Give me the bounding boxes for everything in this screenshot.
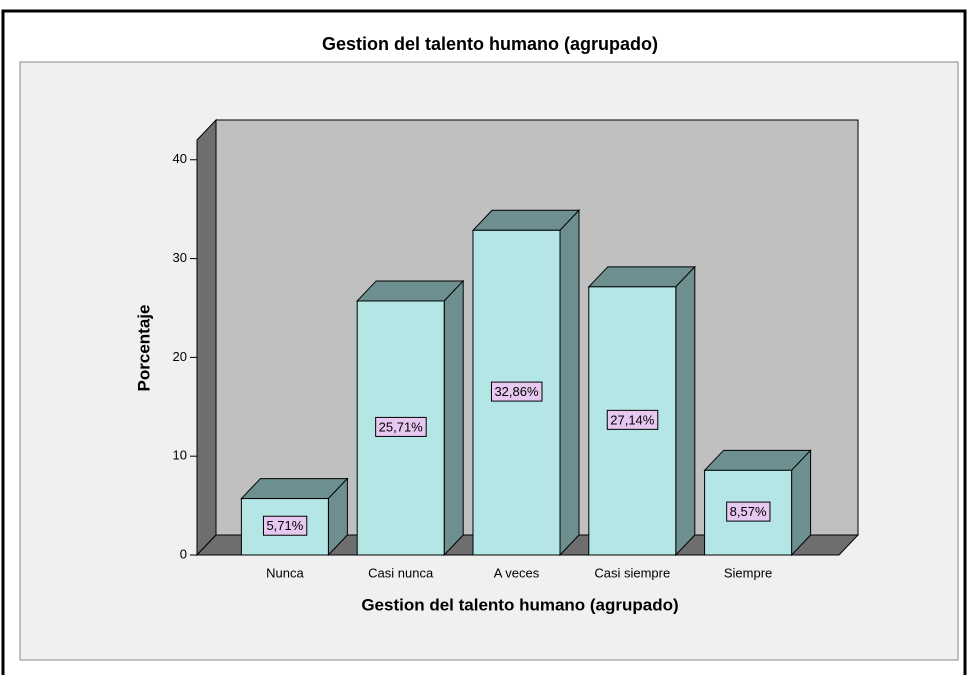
value-label: 5,71% xyxy=(266,518,303,533)
value-label-box xyxy=(726,501,771,522)
x-tick-label: Casi siempre xyxy=(594,565,670,580)
y-tick-label: 30 xyxy=(173,250,187,265)
value-label-box xyxy=(375,416,427,437)
value-label-box xyxy=(606,409,659,430)
y-tick-label: 40 xyxy=(173,151,187,166)
left-wall xyxy=(196,118,217,557)
x-axis-title: Gestion del talento humano (agrupado) xyxy=(361,595,678,614)
y-tick-label: 0 xyxy=(180,546,187,561)
chart-title: Gestion del talento humano (agrupado) xyxy=(322,34,658,54)
value-label-box xyxy=(490,381,543,402)
y-tick-label: 20 xyxy=(173,349,187,364)
bar-side xyxy=(443,279,464,557)
value-label: 32,86% xyxy=(494,384,539,399)
x-tick-label: Siempre xyxy=(724,565,772,580)
value-label: 8,57% xyxy=(730,504,767,519)
bar-side xyxy=(559,209,580,557)
value-label: 27,14% xyxy=(610,412,655,427)
bar-side xyxy=(675,265,696,557)
x-tick-label: A veces xyxy=(494,565,540,580)
y-tick-label: 10 xyxy=(173,448,187,463)
x-tick-label: Nunca xyxy=(266,565,304,580)
value-label: 25,71% xyxy=(379,419,424,434)
y-axis-title: Porcentaje xyxy=(134,305,153,392)
x-tick-label: Casi nunca xyxy=(368,565,434,580)
value-label-box xyxy=(262,515,308,536)
